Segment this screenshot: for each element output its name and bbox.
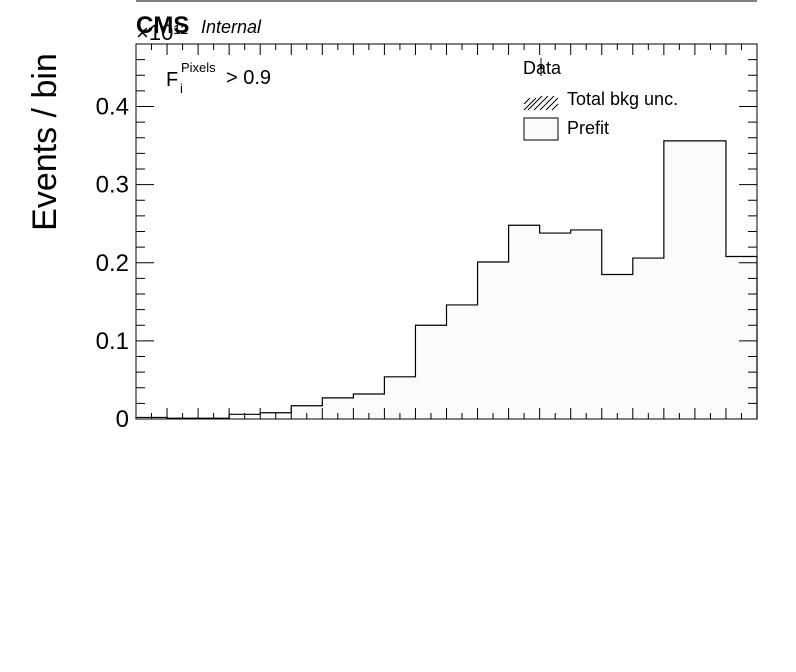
histogram-bin [384, 376, 416, 419]
histogram-bin [291, 405, 323, 419]
legend-label-unc: Total bkg unc. [567, 89, 678, 109]
cut-label-rest: > 0.9 [226, 67, 271, 89]
y-tick-label: 0 [116, 406, 129, 433]
cut-label-sup: Pixels [181, 60, 216, 75]
histogram-bin [570, 229, 602, 419]
histogram-bin [508, 225, 540, 419]
y-ticks [136, 43, 757, 420]
y-tick-labels: 0 0.1 0.2 0.3 0.4 [96, 94, 129, 434]
histogram-bin [322, 397, 354, 419]
histogram-bin [632, 258, 664, 419]
histogram-bin [415, 325, 447, 419]
histogram-bin [477, 261, 509, 419]
cut-label-sub: i [180, 81, 183, 96]
y-tick-label: 0.2 [96, 250, 129, 277]
cut-label-base: F [166, 69, 178, 91]
status-label: Internal [201, 17, 262, 37]
legend-hatch-marker [523, 95, 559, 111]
y-tick-label: 0.3 [96, 172, 129, 199]
x-ticks [135, 44, 758, 419]
experiment-label: CMS [136, 12, 189, 39]
histogram-bin [601, 274, 633, 419]
y-axis-label: Events / bin [26, 53, 64, 231]
y-tick-label: 0.4 [96, 94, 129, 121]
legend-label-prefit: Prefit [567, 118, 609, 138]
histogram-bars [136, 140, 757, 419]
histogram-bin [663, 140, 695, 419]
legend-label-data: Data [523, 58, 562, 78]
cut-label: F i Pixels > 0.9 [166, 60, 271, 96]
histogram-bin [725, 256, 757, 419]
y-tick-label: 0.1 [96, 328, 129, 355]
histogram-bin [539, 233, 571, 419]
y-scale-label: ×10¹² [136, 20, 188, 45]
legend: Data Total bkg unc. Prefit [523, 58, 678, 141]
histogram-bin [694, 140, 726, 419]
legend-data-marker [539, 58, 543, 76]
histogram-bin [446, 304, 478, 419]
legend-prefit-marker [523, 117, 559, 141]
